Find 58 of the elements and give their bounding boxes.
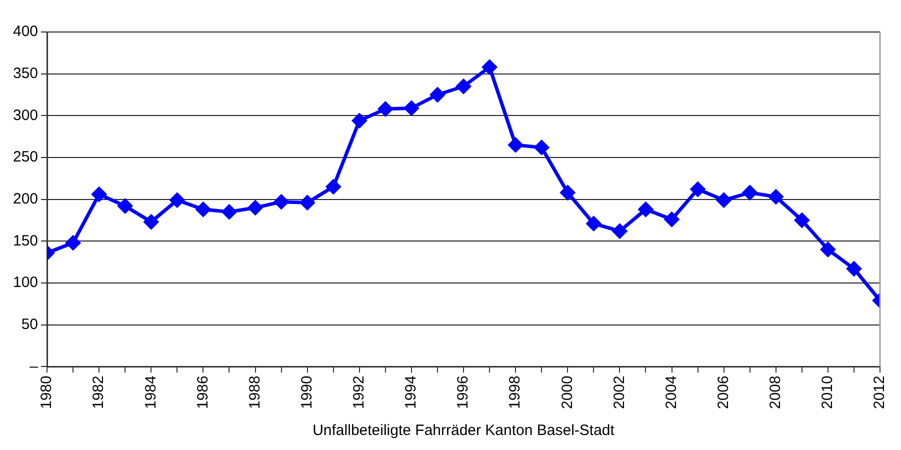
point	[846, 262, 862, 276]
point	[300, 195, 315, 210]
point	[66, 236, 80, 250]
point	[248, 200, 263, 215]
point	[222, 204, 236, 220]
x-tick-label: 2002	[610, 376, 628, 410]
y-tick-label: 50	[21, 316, 38, 333]
y-tick-label: 400	[12, 23, 38, 40]
point	[378, 102, 393, 116]
point	[742, 185, 758, 200]
y-tick-label: 150	[12, 232, 38, 250]
point	[664, 212, 680, 227]
x-tick-label: 1992	[350, 376, 368, 410]
x-tick-label: 1984	[142, 376, 160, 410]
x-tick-label: 2010	[819, 376, 836, 410]
point	[768, 190, 784, 204]
point	[560, 185, 575, 200]
point	[586, 216, 601, 231]
point	[482, 60, 497, 74]
x-tick-label: 1998	[506, 376, 524, 410]
point	[508, 138, 523, 152]
x-tick-label: 1986	[194, 376, 212, 410]
point	[326, 180, 341, 194]
x-tick-label: 2000	[558, 376, 576, 410]
x-axis-title: Unfallbeteiligte Fahrräder Kanton Basel-Stadt	[312, 422, 616, 440]
point	[92, 187, 106, 202]
y-tick-label: 200	[12, 190, 38, 208]
point	[456, 79, 471, 94]
x-tick-label: 1994	[402, 376, 420, 410]
x-tick-label: 2008	[767, 376, 784, 410]
point	[170, 192, 184, 208]
y-tick-label: 350	[12, 64, 38, 82]
point	[118, 198, 132, 214]
y-tick-label: 100	[12, 274, 38, 292]
point	[820, 242, 836, 257]
point	[144, 214, 158, 230]
point	[352, 113, 367, 128]
point	[638, 202, 653, 217]
y-tick-label: –	[30, 358, 39, 375]
point	[274, 194, 289, 210]
x-tick-label: 1982	[90, 376, 108, 410]
point	[716, 192, 732, 208]
x-tick-label: 2012	[871, 376, 888, 410]
point	[690, 182, 706, 197]
x-tick-label: 1980	[38, 376, 56, 410]
point	[534, 140, 549, 155]
y-tick-label: 250	[12, 148, 38, 166]
point	[794, 212, 810, 228]
x-tick-label: 2006	[714, 376, 732, 410]
point	[612, 224, 627, 238]
point	[430, 87, 445, 102]
point	[404, 100, 419, 116]
point	[196, 202, 210, 217]
y-tick-label: 300	[12, 106, 38, 124]
x-tick-label: 1990	[298, 376, 316, 410]
x-tick-label: 1996	[454, 376, 472, 410]
x-tick-label: 2004	[662, 376, 680, 410]
x-tick-label: 1988	[246, 376, 264, 410]
